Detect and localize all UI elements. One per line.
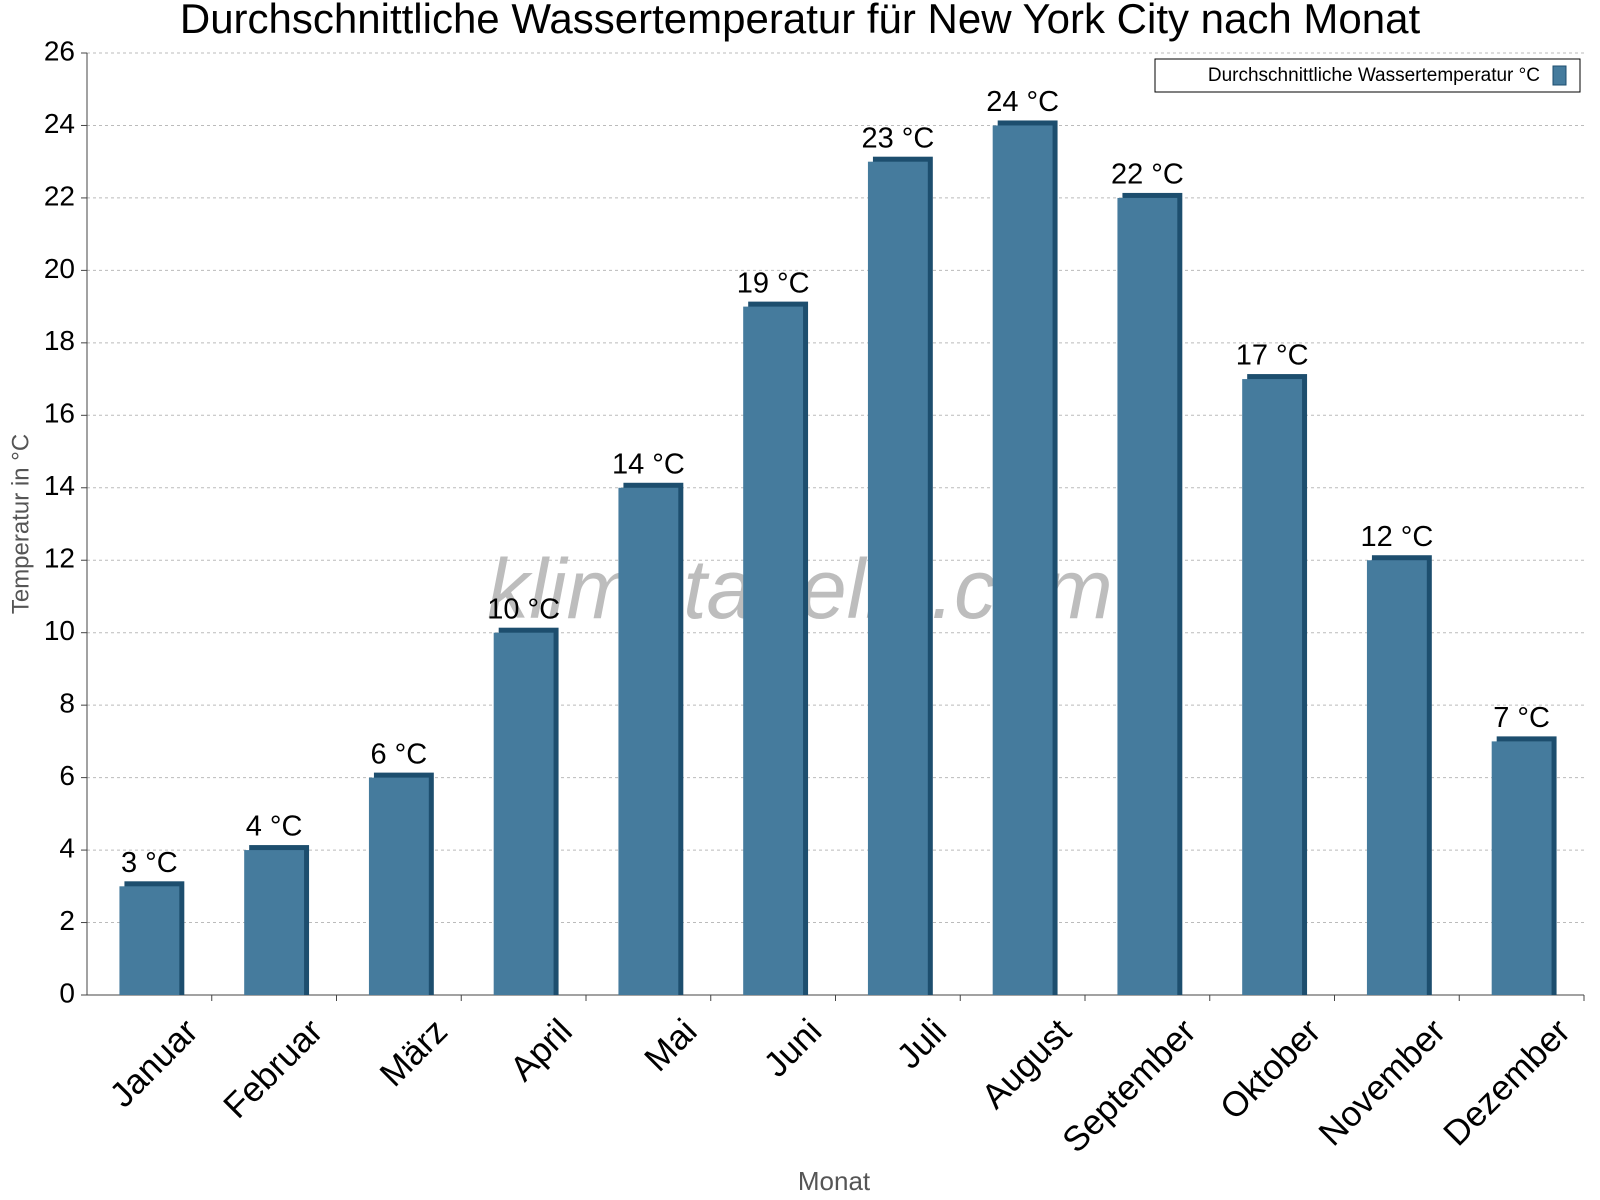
y-tick-label: 26: [44, 35, 75, 66]
legend-swatch: [1552, 65, 1567, 86]
bar: [493, 632, 554, 995]
y-tick-label: 20: [44, 253, 75, 284]
y-tick-label: 6: [59, 760, 75, 791]
y-axis-label: Temperatur in °C: [7, 434, 34, 614]
bar: [618, 487, 679, 995]
value-label: 10 °C: [487, 593, 560, 625]
y-tick-label: 10: [44, 615, 75, 646]
y-tick-label: 24: [44, 108, 75, 139]
bar: [1242, 379, 1303, 996]
legend-box: [1154, 58, 1581, 93]
value-label: 24 °C: [986, 86, 1059, 118]
bar: [1491, 741, 1552, 995]
value-label: 22 °C: [1111, 159, 1184, 191]
bar: [867, 161, 928, 995]
bar: [244, 850, 305, 995]
y-tick-label: 0: [59, 977, 75, 1008]
value-label: 6 °C: [371, 738, 428, 770]
value-label: 14 °C: [612, 448, 685, 480]
y-tick-label: 4: [59, 832, 75, 863]
value-label: 12 °C: [1360, 521, 1433, 553]
value-label: 7 °C: [1493, 702, 1550, 734]
value-label: 17 °C: [1236, 340, 1309, 372]
value-label: 23 °C: [861, 122, 934, 154]
y-tick-label: 18: [44, 325, 75, 356]
chart-title: Durchschnittliche Wassertemperatur für N…: [180, 0, 1421, 42]
y-tick-label: 2: [59, 905, 75, 936]
bar: [992, 125, 1053, 995]
legend-label: Durchschnittliche Wassertemperatur °C: [1208, 65, 1540, 86]
value-label: 4 °C: [246, 811, 303, 843]
value-label: 19 °C: [737, 267, 810, 299]
x-axis-label: Monat: [798, 1166, 871, 1196]
bar: [1366, 560, 1427, 995]
bar: [1117, 197, 1178, 995]
y-tick-label: 14: [44, 470, 75, 501]
y-tick-label: 8: [59, 688, 75, 719]
bar: [368, 777, 429, 995]
bar: [743, 306, 804, 996]
value-label: 3 °C: [121, 847, 178, 879]
y-tick-label: 12: [44, 543, 75, 574]
y-tick-label: 16: [44, 398, 75, 429]
bar: [119, 886, 180, 995]
y-tick-label: 22: [44, 180, 75, 211]
